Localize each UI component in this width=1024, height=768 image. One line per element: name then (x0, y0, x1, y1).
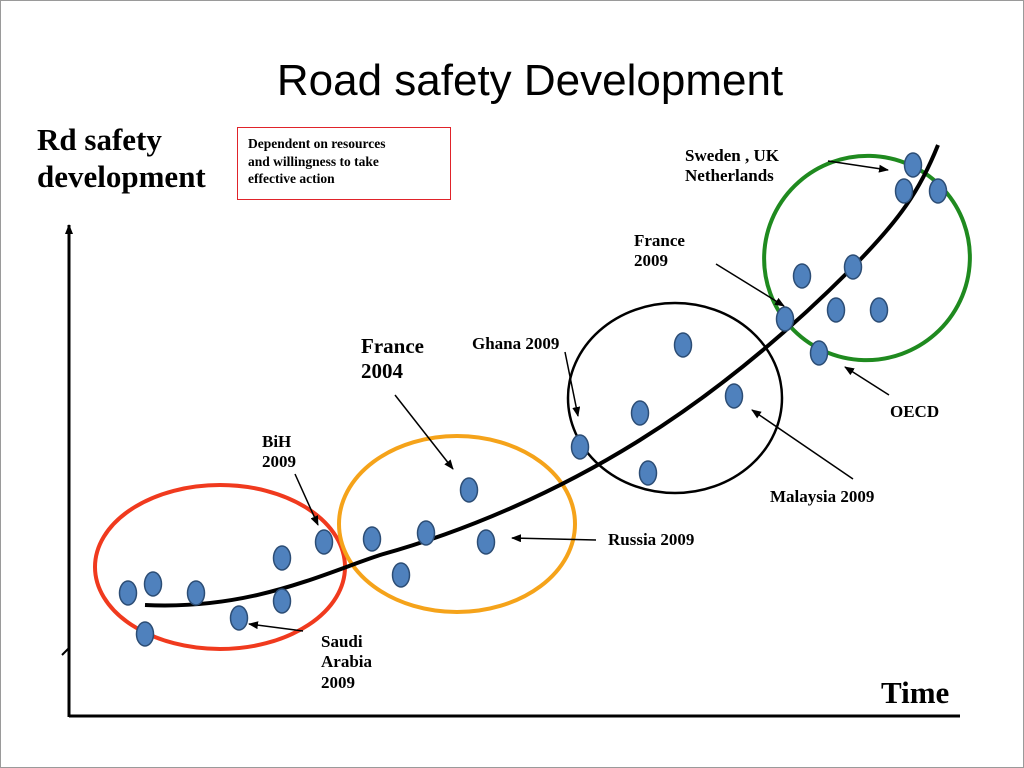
data-dot (135, 621, 155, 647)
label-sweden-line1: Sweden , UK (685, 146, 779, 165)
arrow-ghana (564, 351, 581, 417)
label-saudi-line3: 2009 (321, 672, 355, 692)
data-dot (416, 520, 436, 546)
data-dot (314, 529, 334, 555)
label-france-2004: France 2004 (361, 334, 424, 384)
note-line1: Dependent on resources (248, 136, 386, 151)
arrow-oecd (844, 366, 890, 396)
arrow-saudi (248, 621, 304, 632)
label-oecd: OECD (890, 402, 940, 421)
arrow-bih (294, 473, 319, 526)
label-bih-line2: 2009 (262, 452, 296, 472)
data-dot (272, 545, 292, 571)
label-france-2004-line1: France (361, 334, 424, 358)
data-dot (894, 178, 914, 204)
data-dot (869, 297, 889, 323)
data-dot (143, 571, 163, 597)
data-dot (630, 400, 650, 426)
data-dot (843, 254, 863, 280)
y-axis-label-line2: development (37, 159, 206, 195)
label-saudi-line2: Arabia (321, 652, 372, 672)
label-ghana: Ghana 2009 (472, 334, 560, 353)
arrow-sweden (827, 160, 889, 173)
data-dot (792, 263, 812, 289)
data-dot (118, 580, 138, 606)
label-bih-line1: BiH (262, 432, 292, 451)
arrow-france-2004 (394, 394, 454, 470)
label-france-2009-line2: 2009 (634, 251, 668, 271)
group-ellipse-orange (337, 434, 577, 614)
label-bih: BiH 2009 (262, 432, 296, 473)
label-france-2009-line1: France (634, 231, 685, 250)
label-saudi-line1: Saudi (321, 632, 363, 651)
label-france-2004-line2: 2004 (361, 359, 403, 384)
data-dot (391, 562, 411, 588)
note-line3: effective action (248, 171, 335, 187)
group-ellipse-black (566, 301, 784, 495)
data-dot (724, 383, 744, 409)
arrow-france-2009 (715, 263, 785, 307)
data-dot (570, 434, 590, 460)
data-dot (186, 580, 206, 606)
x-axis-label: Time (881, 675, 950, 710)
data-dot (459, 477, 479, 503)
label-france-2009: France 2009 (634, 231, 685, 272)
data-dot (903, 152, 923, 178)
data-dot (809, 340, 829, 366)
note-line2: and willingness to take (248, 153, 379, 169)
y-axis-label-line1: Rd safety (37, 122, 162, 157)
slide-title: Road safety Development (276, 56, 784, 105)
data-dot (362, 526, 382, 552)
data-dot (775, 306, 795, 332)
label-sweden-line2: Netherlands (685, 166, 774, 186)
y-axis-label: Rd safety development (37, 121, 206, 195)
data-dot (826, 297, 846, 323)
data-dot (229, 605, 249, 631)
data-dot (272, 588, 292, 614)
label-saudi: Saudi Arabia 2009 (321, 632, 372, 693)
label-malaysia: Malaysia 2009 (770, 487, 875, 506)
data-dot (476, 529, 496, 555)
arrow-malaysia (751, 409, 854, 480)
data-dot (673, 332, 693, 358)
data-dot (638, 460, 658, 486)
label-russia: Russia 2009 (608, 530, 695, 549)
data-dot (928, 178, 948, 204)
trend-curve (144, 144, 940, 608)
arrow-russia (511, 534, 597, 543)
y-axis-tick (61, 647, 70, 656)
note-box: Dependent on resources and willingness t… (237, 127, 451, 200)
group-ellipse-red (93, 483, 347, 651)
label-sweden: Sweden , UK Netherlands (685, 146, 779, 187)
